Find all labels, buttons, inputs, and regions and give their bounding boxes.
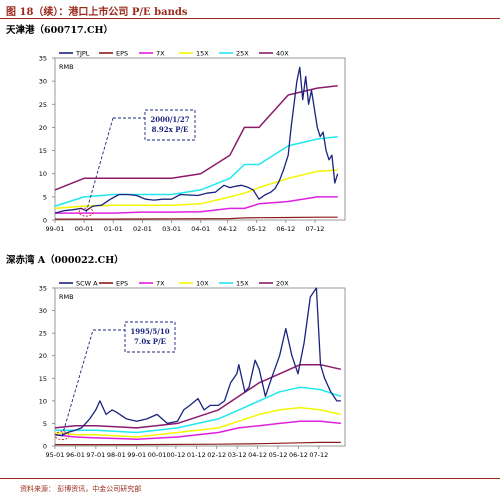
x-tick-label: 98-01 <box>107 451 126 459</box>
x-tick-label: 99-01 <box>127 451 146 459</box>
y-tick-label: 30 <box>39 78 47 86</box>
x-tick-label: 02-01 <box>133 225 152 233</box>
x-tick-label: 03-12 <box>228 451 247 459</box>
legend-label: EPS <box>116 50 128 58</box>
footer-rule <box>0 478 500 479</box>
plot-frame <box>54 57 346 221</box>
x-tick-label: 06-12 <box>289 451 308 459</box>
series-line-15x <box>54 169 338 210</box>
x-tick-label: 06-12 <box>276 225 295 233</box>
x-tick-label: 01-12 <box>187 451 206 459</box>
y-axis-label: RMB <box>59 293 74 301</box>
y-tick-label: 25 <box>39 330 47 338</box>
y-tick-label: 0 <box>43 217 47 225</box>
series-line-7x <box>54 420 341 440</box>
x-tick-label: 01-01 <box>104 225 123 233</box>
legend-label: EPS <box>116 280 128 288</box>
legend-label: SCW A <box>76 280 98 288</box>
legend-label: 7X <box>156 50 165 58</box>
annotation-text: 7.0x P/E <box>134 337 166 346</box>
y-tick-label: 20 <box>39 124 47 132</box>
x-tick-label: 04-12 <box>248 451 267 459</box>
series-line-20x <box>54 363 342 429</box>
x-tick-label: 99-01 <box>46 225 65 233</box>
y-tick-label: 5 <box>43 420 47 428</box>
x-tick-label: 00-01 <box>148 451 167 459</box>
y-tick-label: 35 <box>39 285 47 293</box>
y-tick-label: 35 <box>39 55 47 63</box>
legend-label: 15X <box>236 280 249 288</box>
annotation-text: 2000/1/27 <box>150 115 189 124</box>
chart-tianjin-port: 0 5 10 15 20 25 30 35 RMB 99-01 00-01 01-01 02-01 03-… <box>39 50 346 233</box>
series-line-15x <box>55 386 342 434</box>
y-tick-label: 20 <box>39 352 47 360</box>
legend-label: 40X <box>276 50 289 58</box>
series-line-7x <box>55 196 338 214</box>
legend-label: 10X <box>196 280 209 288</box>
series-line-tjpl <box>54 66 339 214</box>
x-tick-label: 04-12 <box>218 225 237 233</box>
x-tick-label: 00-01 <box>75 225 94 233</box>
y-axis-label: RMB <box>59 63 74 71</box>
header-rule <box>0 18 500 19</box>
y-tick-label: 10 <box>39 170 47 178</box>
annotation-box <box>124 321 176 353</box>
annotation-marker <box>78 207 94 217</box>
x-tick-label: 97-01 <box>86 451 105 459</box>
figure-header: 图 18（续）：港口上市公司 P/E bands <box>0 0 500 20</box>
x-tick-label: 96-01 <box>66 451 85 459</box>
annotation-box <box>144 109 196 141</box>
legend-label: 20X <box>276 280 289 288</box>
x-tick-label: 00-12 <box>166 451 185 459</box>
series-line-eps <box>55 441 341 446</box>
y-tick-label: 10 <box>39 397 47 405</box>
x-tick-label: 03-01 <box>162 225 181 233</box>
x-tick-label: 07-12 <box>306 225 325 233</box>
annotation-leader <box>61 329 94 436</box>
y-tick-label: 30 <box>39 307 47 315</box>
series-line-eps <box>55 216 338 220</box>
plot-frame <box>54 287 346 447</box>
y-tick-label: 15 <box>39 375 47 383</box>
legend-label: 25X <box>236 50 249 58</box>
series-line-10x <box>54 406 342 438</box>
x-tick-label: 05-12 <box>247 225 266 233</box>
x-tick-label: 02-12 <box>207 451 226 459</box>
legend-label: 7X <box>156 280 165 288</box>
x-tick-label: 05-12 <box>269 451 288 459</box>
y-tick-label: 0 <box>43 443 47 451</box>
y-tick-label: 5 <box>43 193 47 201</box>
chart-chiwan-wharf: 0 5 10 15 20 25 30 35 RMB 95-01 96-01 97-01 98-01 99-… <box>39 280 346 459</box>
x-tick-label: 95-01 <box>46 451 65 459</box>
series-line-scw-a <box>54 287 341 437</box>
annotation-text: 8.92x P/E <box>152 125 189 134</box>
figure-title: 图 18（续）：港口上市公司 P/E bands <box>6 7 188 18</box>
legend-label: TJPL <box>75 50 90 58</box>
chart-1-title: 天津港（600717.CH） <box>6 25 114 36</box>
y-tick-label: 15 <box>39 147 47 155</box>
source-note: 资料来源： 彭博资讯，中金公司研究部 <box>20 485 142 493</box>
annotation-leader <box>85 117 114 213</box>
legend-label: 15X <box>196 50 209 58</box>
chart-2-title: 深赤湾 A（000022.CH） <box>6 255 124 266</box>
y-tick-label: 25 <box>39 101 47 109</box>
x-tick-label: 04-01 <box>191 225 210 233</box>
series-line-40x <box>54 85 338 191</box>
x-tick-label: 07-12 <box>309 451 328 459</box>
annotation-text: 1995/5/10 <box>130 327 169 336</box>
series-line-25x <box>54 135 338 207</box>
